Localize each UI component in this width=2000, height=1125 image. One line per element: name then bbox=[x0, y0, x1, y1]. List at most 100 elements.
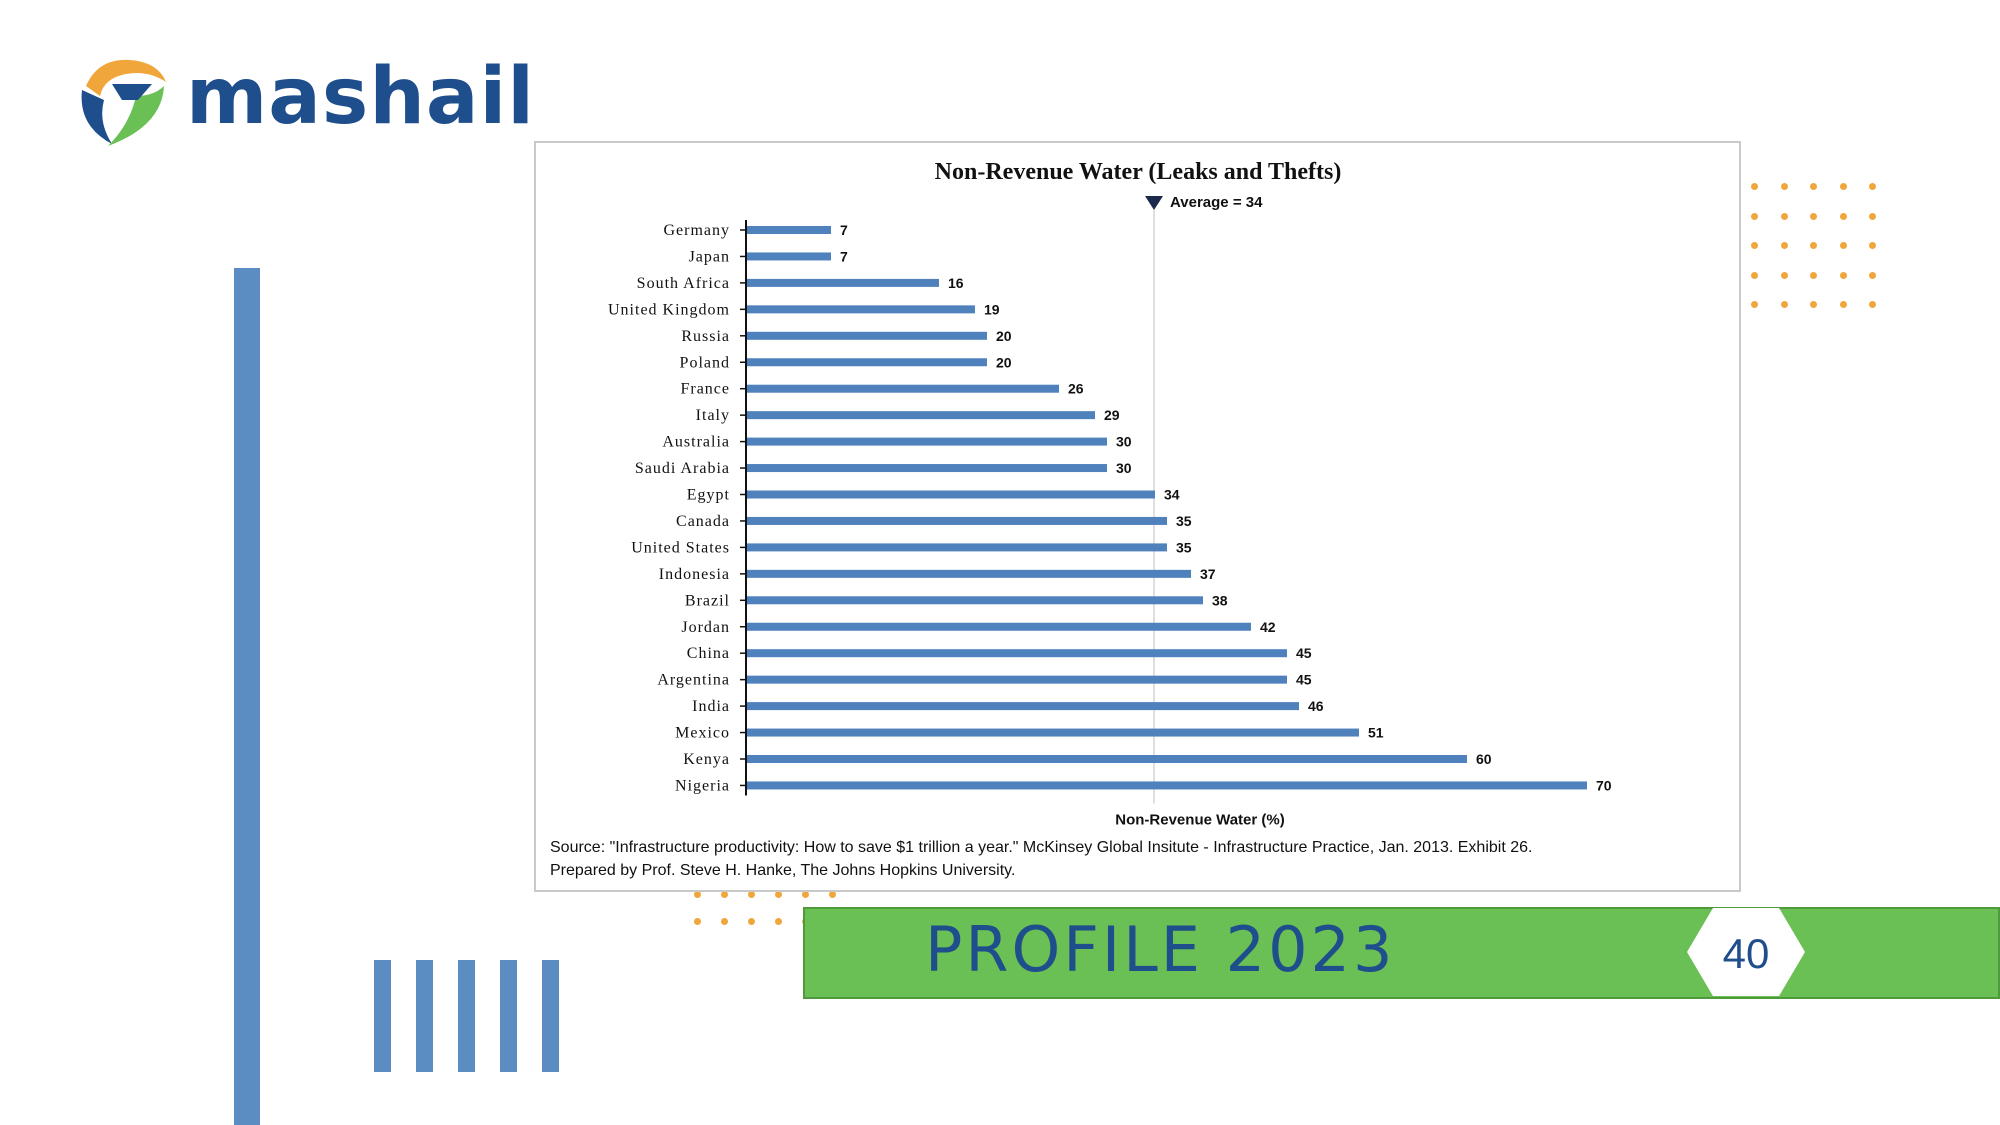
bar bbox=[747, 675, 1287, 684]
stripe bbox=[416, 960, 433, 1072]
average-label: Average = 34 bbox=[1170, 194, 1263, 211]
profile-title: PROFILE 2023 bbox=[925, 913, 1396, 986]
bar-value-label: 35 bbox=[1176, 539, 1192, 555]
bar bbox=[747, 728, 1359, 737]
decorative-dot bbox=[1780, 301, 1788, 308]
average-marker-icon bbox=[1145, 196, 1163, 210]
category-label: South Africa bbox=[637, 275, 730, 292]
decorative-dot bbox=[694, 918, 701, 925]
decorative-dot bbox=[775, 918, 782, 925]
category-label: Argentina bbox=[657, 672, 730, 689]
decorative-dot bbox=[1869, 271, 1876, 279]
chart-title: Non-Revenue Water (Leaks and Thefts) bbox=[935, 159, 1342, 185]
logo-mark-icon bbox=[81, 59, 166, 146]
decorative-dot bbox=[1751, 183, 1758, 190]
stripe bbox=[542, 960, 559, 1072]
category-label: Germany bbox=[663, 222, 730, 239]
bar-value-label: 20 bbox=[996, 354, 1012, 370]
bar bbox=[747, 755, 1467, 763]
category-label: China bbox=[687, 645, 730, 662]
decorative-dot bbox=[1810, 301, 1817, 308]
bar-value-label: 46 bbox=[1308, 698, 1324, 714]
bar-value-label: 51 bbox=[1368, 725, 1384, 741]
decorative-dot bbox=[829, 891, 836, 898]
bars-layer: Germany 7 Japan 7 South Africa 16 United Kingd… bbox=[608, 196, 1612, 804]
decorative-dot bbox=[1839, 212, 1847, 220]
bar-value-label: 45 bbox=[1296, 672, 1312, 688]
bar bbox=[747, 622, 1251, 631]
decorative-dot bbox=[1780, 183, 1788, 190]
source-line-1: Source: "Infrastructure productivity: Ho… bbox=[550, 839, 1533, 856]
category-label: Nigeria bbox=[675, 777, 730, 794]
decorative-dot bbox=[694, 891, 701, 898]
decorative-dot bbox=[1780, 242, 1788, 249]
category-label: Mexico bbox=[675, 725, 730, 742]
chart-container: Non-Revenue Water (Leaks and Thefts) Ger… bbox=[534, 141, 1741, 892]
decorative-dot bbox=[1839, 271, 1847, 279]
bar-chart: Non-Revenue Water (Leaks and Thefts) Ger… bbox=[608, 159, 1612, 828]
bar bbox=[747, 781, 1587, 790]
decorative-dot bbox=[1839, 242, 1847, 249]
logo-wordmark: mashail bbox=[186, 52, 535, 142]
category-label: Italy bbox=[696, 407, 730, 424]
x-axis-label: Non-Revenue Water (%) bbox=[1115, 811, 1284, 828]
bar-value-label: 16 bbox=[948, 275, 964, 291]
bar-value-label: 35 bbox=[1176, 513, 1192, 529]
bar bbox=[747, 596, 1203, 605]
decorative-dot bbox=[1780, 212, 1788, 220]
category-label: Russia bbox=[681, 328, 730, 345]
bar-value-label: 29 bbox=[1104, 407, 1120, 423]
bar-value-label: 19 bbox=[984, 301, 1000, 317]
page-number-badge bbox=[1687, 908, 1805, 996]
decorative-dot bbox=[748, 891, 755, 898]
source-line-2: Prepared by Prof. Steve H. Hanke, The Jo… bbox=[550, 862, 1016, 879]
category-label: Canada bbox=[676, 513, 730, 530]
category-label: France bbox=[680, 381, 730, 398]
bar bbox=[747, 649, 1287, 658]
decorative-dot bbox=[1810, 271, 1817, 279]
bar-value-label: 45 bbox=[1296, 645, 1312, 661]
bar bbox=[747, 226, 831, 234]
mashail-logo: mashail bbox=[78, 52, 534, 152]
decorative-dot bbox=[802, 891, 809, 898]
bar bbox=[747, 543, 1167, 552]
decorative-dot bbox=[1839, 183, 1847, 190]
stripe bbox=[458, 960, 475, 1072]
bar-value-label: 26 bbox=[1068, 381, 1084, 397]
bar bbox=[747, 278, 939, 287]
category-label: India bbox=[692, 698, 730, 715]
bar bbox=[747, 464, 1107, 473]
decorative-dot bbox=[1869, 183, 1876, 190]
decorative-dot bbox=[1751, 301, 1758, 308]
category-label: United Kingdom bbox=[608, 301, 730, 318]
bar bbox=[747, 490, 1155, 499]
decorative-dot bbox=[721, 918, 728, 925]
chart-source-note: Source: "Infrastructure productivity: Ho… bbox=[550, 836, 1730, 882]
decorative-dot bbox=[1751, 212, 1758, 220]
category-label: Indonesia bbox=[659, 566, 730, 583]
category-label: Poland bbox=[680, 354, 730, 371]
category-label: Saudi Arabia bbox=[635, 460, 730, 477]
page-number: 40 bbox=[1722, 930, 1770, 977]
decorative-vertical-bar bbox=[234, 268, 260, 1125]
decorative-dot bbox=[1869, 301, 1876, 308]
decorative-dot bbox=[1839, 301, 1847, 308]
decorative-dot bbox=[1869, 212, 1876, 220]
decorative-dot bbox=[1869, 242, 1876, 249]
bar bbox=[747, 516, 1167, 525]
bar bbox=[747, 331, 987, 340]
category-label: Brazil bbox=[685, 592, 730, 609]
stripe bbox=[500, 960, 517, 1072]
decorative-dot bbox=[1810, 242, 1817, 249]
category-label: Kenya bbox=[683, 751, 730, 768]
bar bbox=[747, 702, 1299, 711]
bar bbox=[747, 305, 975, 314]
bar bbox=[747, 437, 1107, 446]
category-label: United States bbox=[631, 539, 730, 556]
decorative-dot bbox=[721, 891, 728, 898]
bar bbox=[747, 569, 1191, 578]
bar-value-label: 30 bbox=[1116, 434, 1132, 450]
bar-value-label: 7 bbox=[840, 222, 848, 238]
category-label: Australia bbox=[662, 434, 730, 451]
decorative-dot bbox=[775, 891, 782, 898]
